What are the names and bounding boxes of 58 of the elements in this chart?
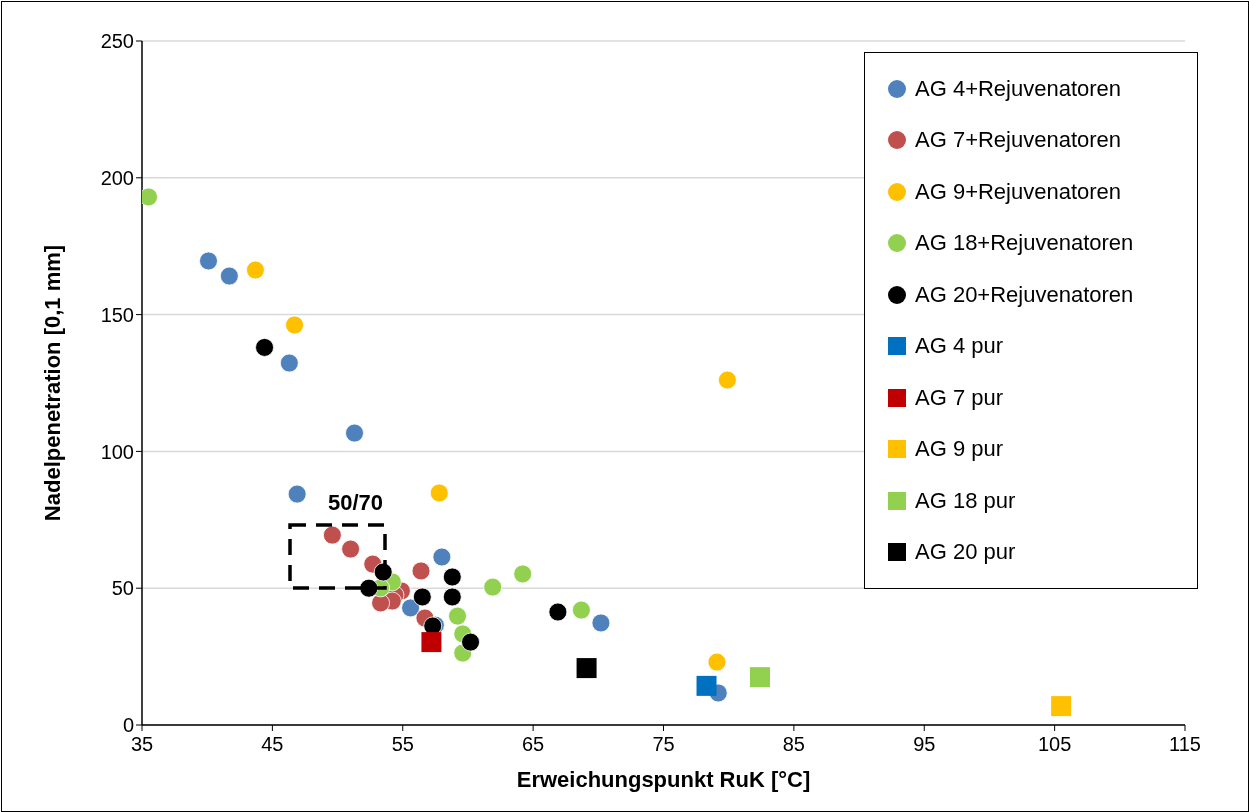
point: [576, 658, 597, 679]
point: [421, 632, 442, 653]
point: [513, 564, 533, 584]
x-tick-label: 65: [522, 733, 545, 756]
annotation: 50/70: [328, 490, 384, 516]
point: [548, 602, 568, 622]
y-tick-label: 50: [111, 577, 134, 600]
point: [707, 652, 727, 672]
y-tick-label: 150: [100, 303, 134, 326]
point: [483, 577, 503, 597]
point: [429, 483, 449, 503]
y-tick-label: 200: [100, 166, 134, 189]
point: [442, 567, 462, 587]
point: [696, 675, 717, 696]
point: [749, 667, 770, 688]
point: [255, 338, 274, 357]
legend-label: AG 18 pur: [915, 487, 1016, 514]
x-tick-label: 85: [782, 733, 805, 756]
legend-label: AG 7 pur: [915, 384, 1004, 411]
legend-label: AG 7+Rejuvenatoren: [915, 127, 1122, 154]
point: [341, 539, 360, 559]
legend-label: AG 4+Rejuvenatoren: [915, 75, 1122, 102]
point: [1051, 696, 1072, 717]
x-tick-label: 105: [1037, 733, 1072, 756]
x-tick-label: 55: [391, 733, 414, 756]
point: [442, 587, 462, 607]
x-tick-label: 95: [913, 733, 936, 756]
y-tick-label: 250: [100, 30, 134, 53]
point: [359, 578, 379, 598]
y-axis-title: Nadelpenetration [0,1 mm]: [39, 244, 65, 522]
y-tick-label: 100: [100, 440, 134, 463]
point: [411, 561, 431, 581]
point: [412, 587, 432, 607]
point: [322, 525, 342, 545]
x-tick-label: 115: [1169, 733, 1201, 756]
point: [279, 353, 299, 373]
x-tick-label: 45: [261, 733, 284, 756]
point: [199, 251, 218, 271]
point: [246, 260, 265, 280]
point: [345, 423, 364, 443]
x-axis-title: Erweichungspunkt RuK [°C]: [516, 767, 811, 792]
point: [219, 266, 239, 286]
legend-label: AG 20 pur: [915, 539, 1016, 566]
legend-label: AG 18+Rejuvenatoren: [915, 230, 1134, 257]
point: [448, 606, 467, 626]
point: [461, 632, 480, 652]
point: [571, 600, 591, 620]
point: [285, 315, 304, 335]
point: [287, 484, 307, 504]
legend-label: AG 9+Rejuvenatoren: [915, 178, 1122, 205]
point: [401, 598, 420, 618]
point: [717, 370, 737, 390]
legend-label: AG 4 pur: [915, 333, 1004, 360]
point: [432, 547, 452, 567]
legend-label: AG 9 pur: [915, 436, 1004, 463]
point: [591, 613, 611, 633]
legend-label: AG 20+Rejuvenatoren: [915, 281, 1134, 308]
x-tick-label: 75: [652, 733, 675, 756]
